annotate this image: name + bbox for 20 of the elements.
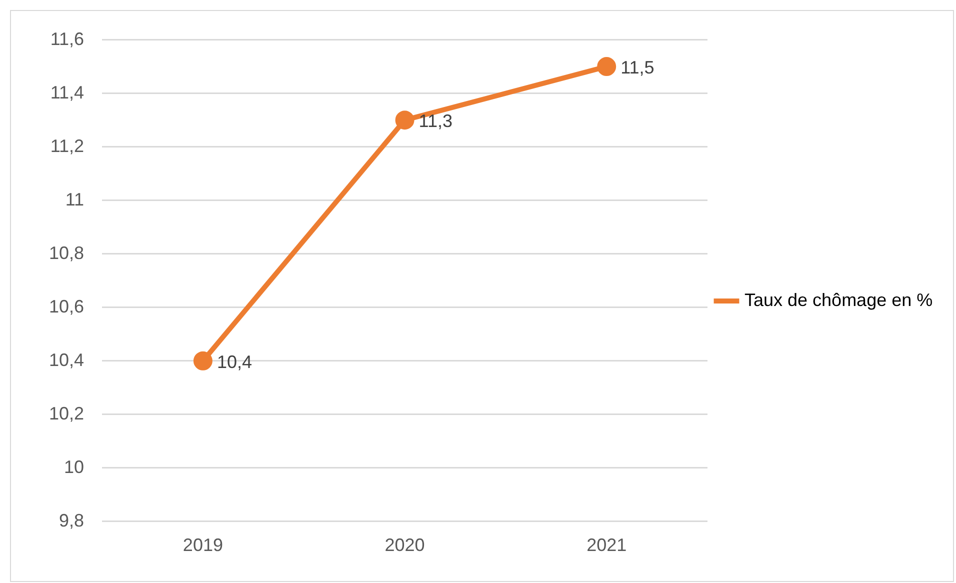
x-tick-label: 2020: [384, 535, 425, 556]
y-tick-label: 10: [64, 456, 84, 477]
y-tick-label: 10,4: [48, 350, 84, 370]
x-tick-label: 2021: [586, 535, 627, 556]
y-tick-label: 10,6: [48, 296, 84, 316]
data-label: 11,5: [620, 58, 654, 78]
y-tick-label: 10,2: [48, 403, 84, 424]
y-tick-label: 11,4: [50, 82, 84, 102]
point: [597, 57, 616, 76]
data-label: 10,4: [216, 352, 252, 372]
y-tick-label: 10,8: [48, 242, 84, 263]
x-tick-label: 2019: [182, 535, 223, 556]
data-label: 11,3: [418, 111, 452, 132]
y-tick-label: 11: [65, 189, 84, 210]
legend-label: Taux de chômage en %: [744, 290, 933, 310]
point: [395, 110, 414, 130]
point: [193, 351, 212, 370]
y-tick-label: 9,8: [59, 510, 84, 530]
y-tick-label: 11,2: [50, 136, 84, 156]
y-tick-label: 11,6: [50, 28, 84, 49]
